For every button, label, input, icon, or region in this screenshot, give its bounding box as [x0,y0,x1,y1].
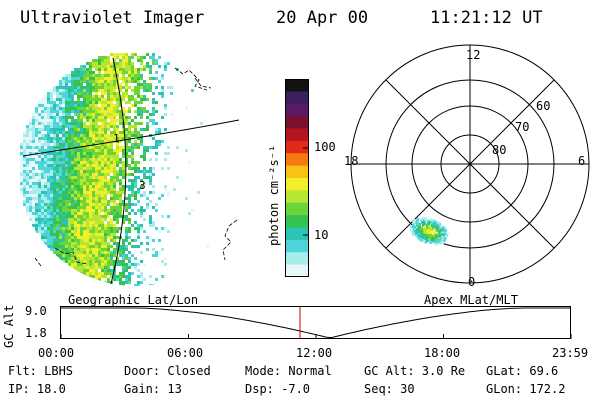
status-mode: Mode: Normal [245,364,332,378]
lat-label-80: 80 [492,143,506,157]
status-glon: GLon: 172.2 [486,382,566,396]
status-ip: IP: 18.0 [8,382,66,396]
colorbar-band [285,239,309,253]
uv-image-panel: 1 3 [20,53,240,286]
apex-grid-label: Apex MLat/MLT [424,293,518,307]
status-seq: Seq: 30 [364,382,415,396]
colorbar-band [285,227,309,241]
status-dsp: Dsp: -7.0 [245,382,311,396]
colorbar [285,79,309,277]
timeline-ytick-low: 1.8 [25,326,47,340]
colorbar-band [285,190,309,204]
mlt-label-6: 6 [578,154,585,168]
coastline-outline [34,67,238,267]
colorbar-tick-10: 10 [314,228,329,242]
date-label: 20 Apr 00 [276,8,369,28]
timeline-xtick-1200: 12:00 [296,346,333,360]
altitude-timeline [60,306,572,339]
colorbar-band [285,252,309,266]
colorbar-band [285,91,309,105]
timeline-xtick-0600: 06:00 [167,346,204,360]
status-glat: GLat: 69.6 [486,364,559,378]
status-filter: Flt: LBHS [8,364,74,378]
status-gain: Gain: 13 [124,382,182,396]
timeline-ytick-high: 9.0 [25,304,47,318]
timeline-ylabel: GC Alt [2,304,16,348]
status-door: Door: Closed [124,364,211,378]
status-gc-alt: GC Alt: 3.0 Re [364,364,466,378]
colorbar-band [285,165,309,179]
colorbar-band [285,264,309,277]
lat-label-70: 70 [515,120,529,134]
time-label: 11:21:12 UT [430,8,543,28]
colorbar-band [285,202,309,216]
aurora-image [20,53,209,286]
colorbar-band [285,103,309,117]
geo-grid-lines [22,57,240,285]
colorbar-band [285,140,309,154]
marker-label-1: 1 [113,132,120,145]
colorbar-band [285,79,309,92]
colorbar-band [285,215,309,229]
colorbar-tick-100: 100 [314,140,336,154]
colorbar-band [285,128,309,142]
colorbar-band [285,178,309,191]
mlt-label-18: 18 [344,154,358,168]
mlt-label-12: 12 [466,48,480,62]
colorbar-unit-label: photon cm⁻²s⁻¹ [267,144,281,246]
colorbar-band [285,116,309,130]
timeline-xtick-1800: 18:00 [424,346,461,360]
colorbar-band [285,153,309,167]
lat-label-60: 60 [536,99,550,113]
app-title: Ultraviolet Imager [20,8,205,28]
polar-plot: 12 18 6 0 60 70 80 [344,44,590,289]
aurora-oval [409,217,449,246]
timeline-xtick-0000: 00:00 [38,346,75,360]
geo-grid-label: Geographic Lat/Lon [68,293,199,307]
mlt-label-0: 0 [468,275,475,289]
marker-label-3: 3 [139,179,146,192]
timeline-xtick-2359: 23:59 [552,346,589,360]
